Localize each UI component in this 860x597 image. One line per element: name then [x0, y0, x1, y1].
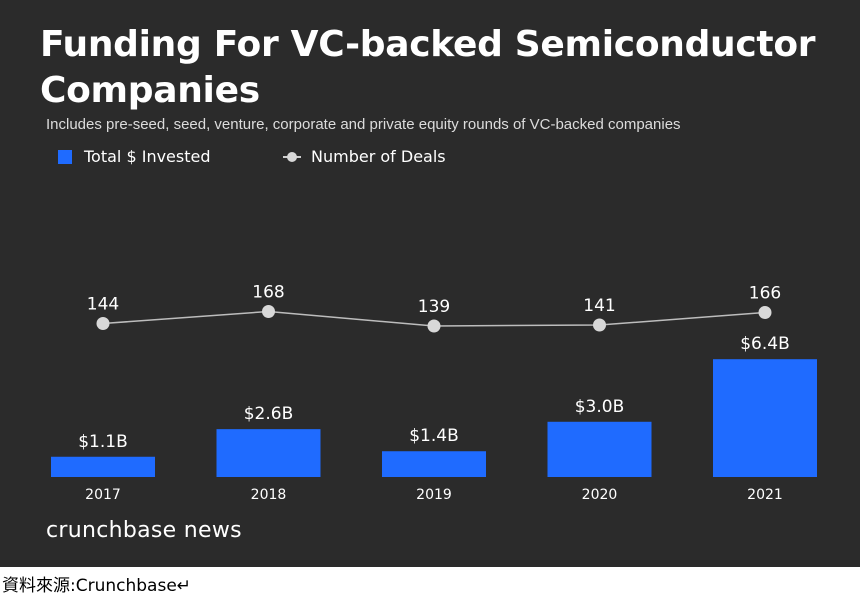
bar-2020 [547, 421, 652, 477]
x-tick-label-2019: 2019 [416, 487, 452, 503]
chart-title: Funding For VC-backed Semiconductor Comp… [40, 24, 816, 111]
legend-swatch-bar [58, 149, 72, 164]
legend-item-number-of-deals: Number of Deals [283, 147, 446, 166]
bar-2021 [713, 359, 817, 477]
x-tick-label-2017: 2017 [85, 487, 121, 503]
bar-label-2020: $3.0B [575, 397, 625, 417]
deals-point-2021 [758, 306, 772, 319]
bar-2017 [51, 456, 155, 477]
bar-2019 [382, 451, 486, 477]
brand-wordmark: crunchbase news [46, 518, 242, 543]
bar-label-2021: $6.4B [740, 334, 790, 354]
legend-label-total-invested: Total $ Invested [84, 147, 211, 166]
deals-label-2021: 166 [749, 284, 781, 304]
deals-label-2017: 144 [87, 295, 119, 315]
bar-label-2018: $2.6B [244, 404, 294, 424]
deals-label-2019: 139 [418, 297, 450, 317]
deals-label-2020: 141 [583, 296, 615, 316]
x-tick-label-2018: 2018 [251, 487, 287, 503]
bar-2018 [216, 429, 321, 477]
legend-swatch-line [283, 150, 301, 164]
bar-label-2019: $1.4B [409, 426, 459, 446]
chart-plot: $1.1B 2017 $2.6B 2018 $1.4B 2019 $3.0B 2020 $6.4… [51, 283, 817, 503]
deals-point-2019 [427, 319, 441, 333]
source-note: 資料來源:Crunchbase↵ [2, 576, 192, 596]
chart-card: Funding For VC-backed Semiconductor Comp… [0, 0, 860, 567]
bar-label-2017: $1.1B [78, 432, 128, 452]
deals-point-2020 [593, 318, 606, 332]
legend-label-number-of-deals: Number of Deals [311, 147, 446, 166]
deals-label-2018: 168 [252, 283, 284, 303]
chart-subtitle: Includes pre-seed, seed, venture, corpor… [46, 116, 681, 133]
deals-point-2017 [96, 317, 110, 330]
legend-item-total-invested: Total $ Invested [58, 147, 211, 166]
deals-point-2018 [262, 305, 275, 318]
x-tick-label-2020: 2020 [582, 487, 618, 503]
x-tick-label-2021: 2021 [747, 487, 783, 503]
